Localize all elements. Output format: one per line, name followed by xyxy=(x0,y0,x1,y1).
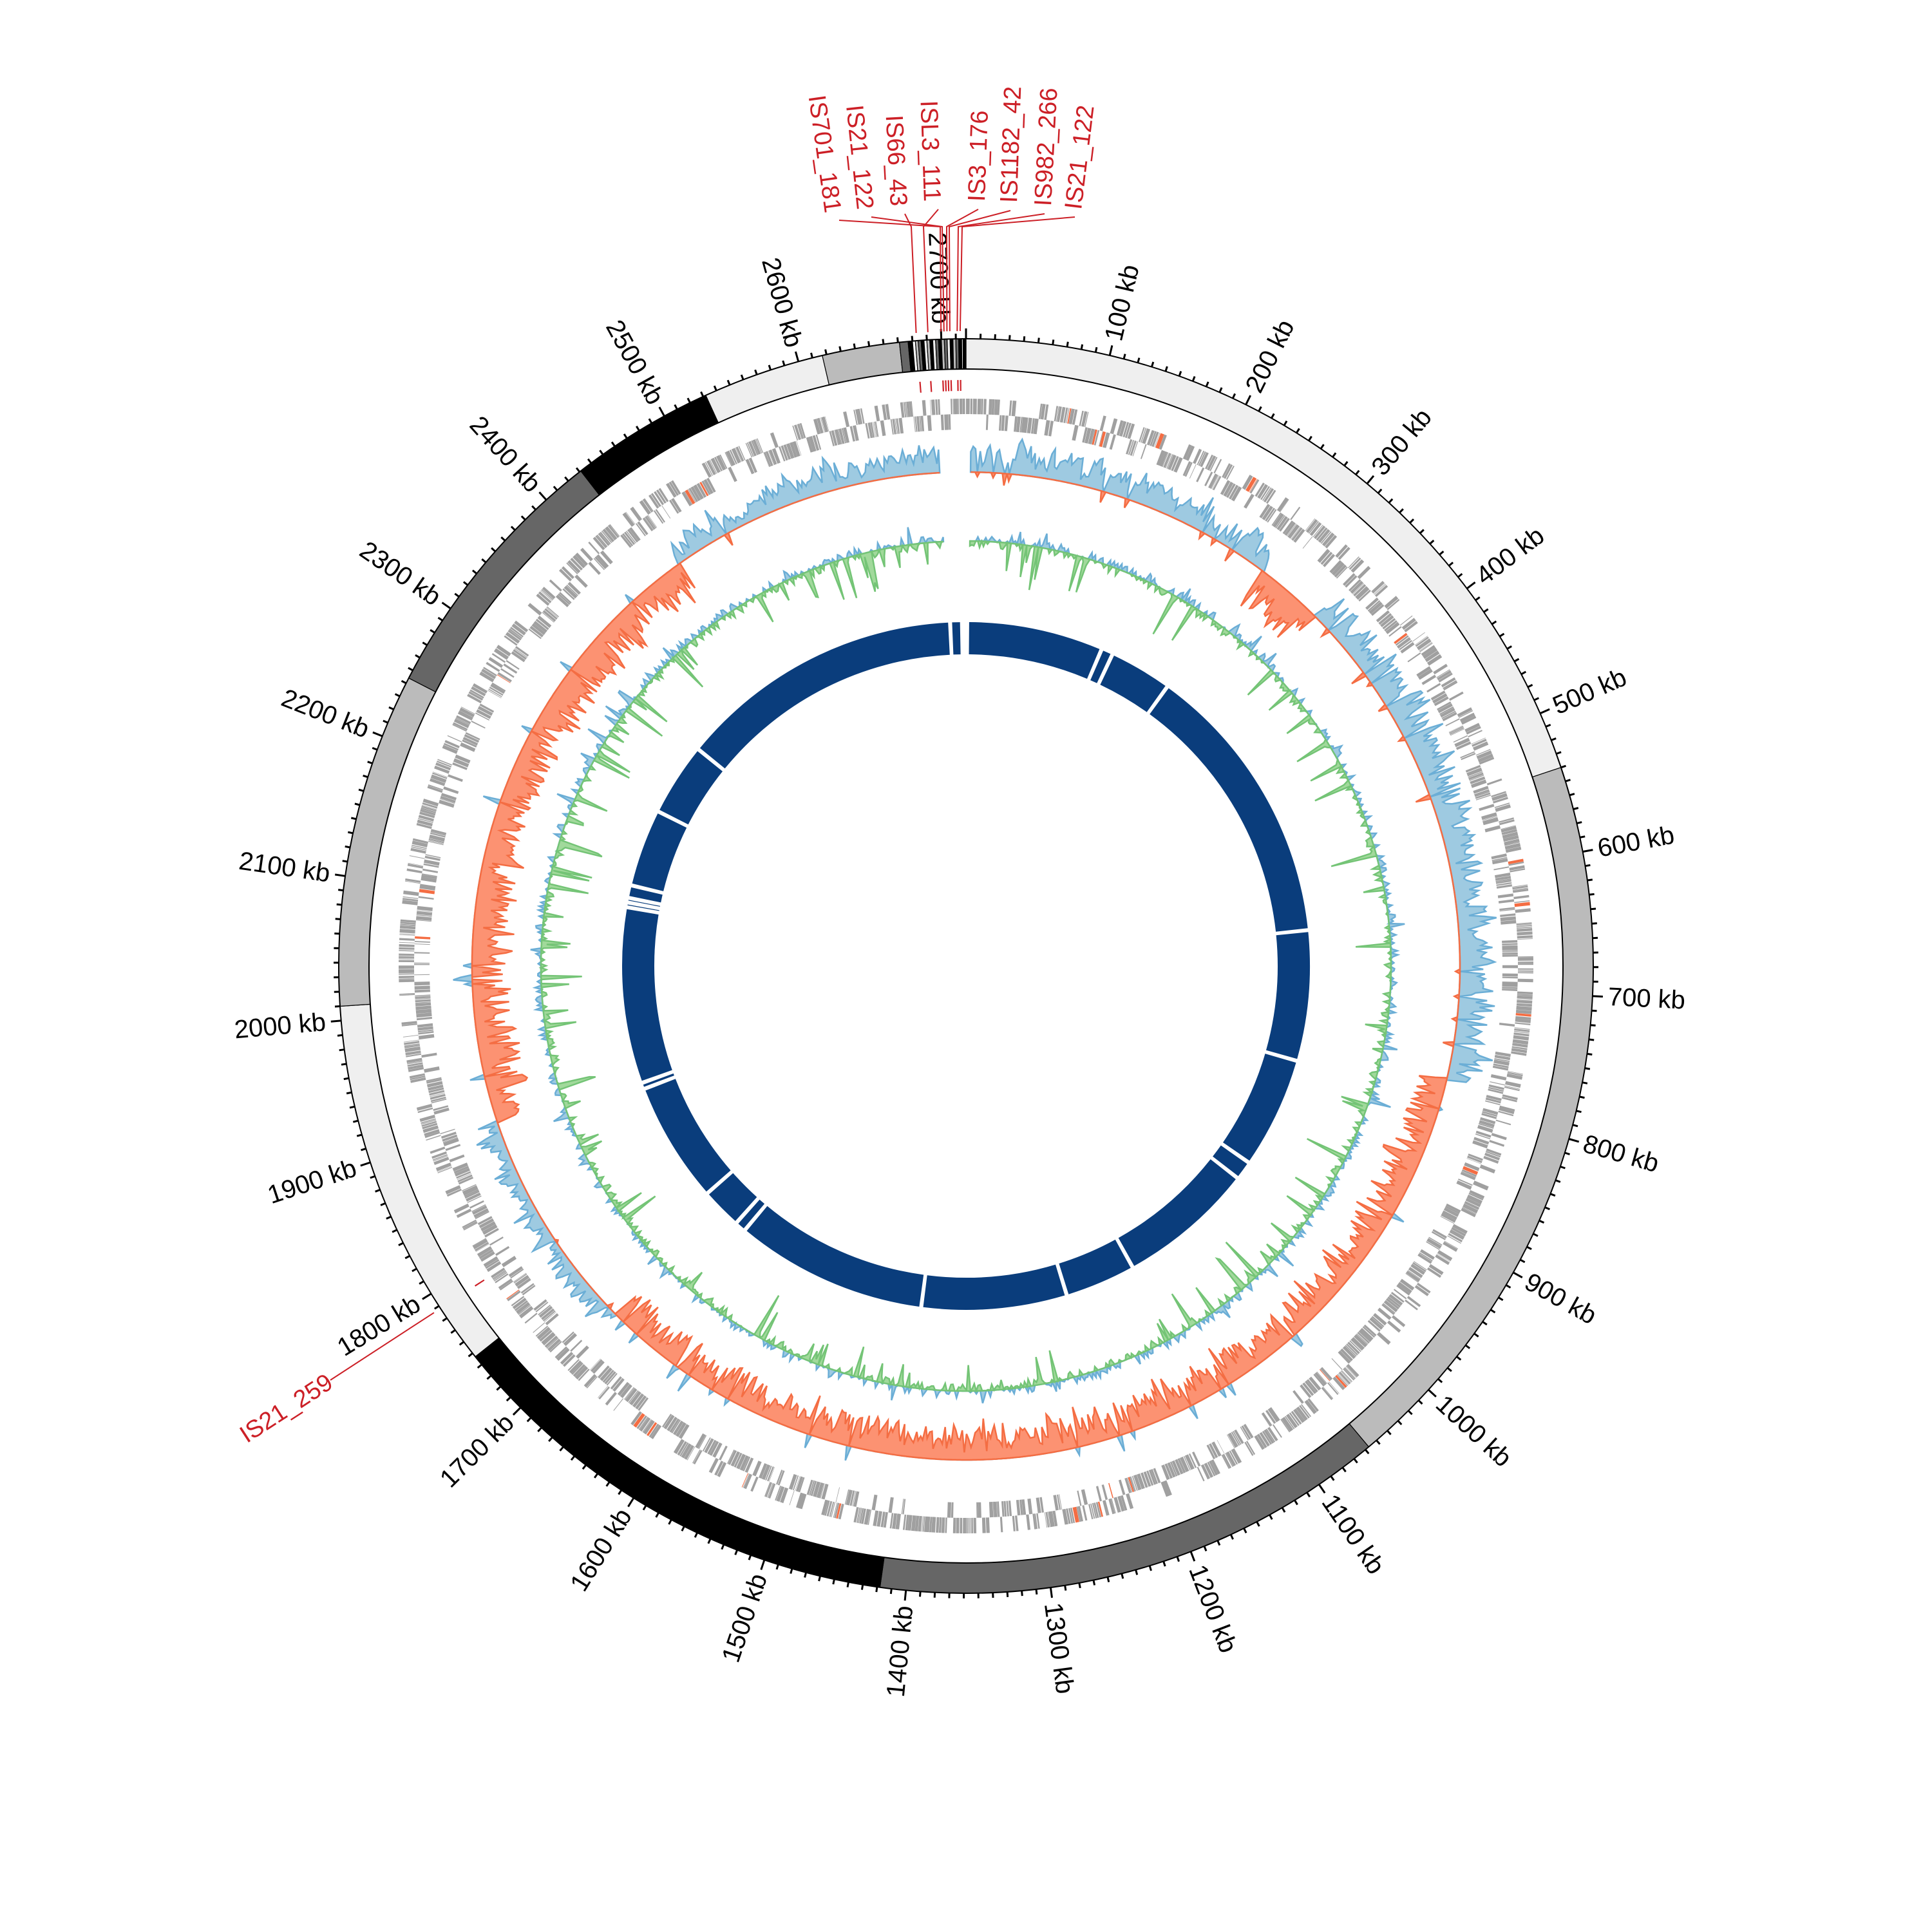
tick-label: 1700 kb xyxy=(435,1408,520,1493)
insertion-sequence-track xyxy=(475,379,961,1287)
inner-block xyxy=(629,887,663,903)
is-element-label: IS21_122 xyxy=(1060,104,1100,211)
inner-block xyxy=(1090,650,1111,683)
contig-segment xyxy=(580,395,719,496)
inner-block xyxy=(632,813,687,891)
is-label-connector xyxy=(871,216,945,332)
tick-label: 1600 kb xyxy=(565,1504,638,1596)
is-element-label: IS21_122 xyxy=(840,104,878,211)
is-element-mark xyxy=(957,380,959,392)
inner-block xyxy=(746,1206,924,1307)
inner-block xyxy=(1118,1159,1236,1266)
tick-label: 2100 kb xyxy=(237,847,332,888)
inner-block xyxy=(708,1173,757,1221)
inner-block xyxy=(1150,688,1308,932)
contig-ring-inner-edge xyxy=(368,368,1564,1564)
tick-label: 900 kb xyxy=(1520,1267,1601,1330)
inner-block xyxy=(645,1079,731,1192)
inner-block xyxy=(621,909,672,1081)
inner-block xyxy=(628,900,660,907)
inner-block xyxy=(1213,1145,1247,1177)
is-element-label: IS701_181 xyxy=(803,93,846,214)
inner-block xyxy=(659,751,723,825)
tick-label: 1200 kb xyxy=(1183,1561,1242,1657)
tick-label: 1800 kb xyxy=(332,1290,425,1362)
inner-block xyxy=(1100,656,1166,712)
highlighted-genes xyxy=(415,408,1531,1523)
is-label-connector xyxy=(956,213,1045,332)
inner-block xyxy=(627,904,659,911)
tick-label: 700 kb xyxy=(1607,983,1686,1015)
inner-block xyxy=(1266,932,1311,1059)
tick-label: 2000 kb xyxy=(233,1008,327,1044)
is-label-connector xyxy=(945,209,979,332)
gene-track xyxy=(398,398,1534,1534)
tick-label: 400 kb xyxy=(1471,522,1549,591)
inner-block xyxy=(1223,1054,1296,1161)
tick-label: 2200 kb xyxy=(278,684,374,744)
is-element-mark xyxy=(945,380,947,392)
contig-ring xyxy=(338,338,1594,1594)
inner-blocks-ring xyxy=(621,622,1311,1310)
forward-strand-genes xyxy=(398,398,1534,1534)
reverse-strand-genes xyxy=(413,414,1519,1518)
contig-segment xyxy=(339,1003,500,1358)
inner-block xyxy=(923,1264,1065,1310)
tick-label: 2300 kb xyxy=(354,536,446,611)
is-label-connector xyxy=(959,216,1075,332)
is-label-connector xyxy=(330,1312,435,1381)
position-ticks xyxy=(330,328,1603,1601)
is-element-mark xyxy=(919,381,922,393)
tick-label: 100 kb xyxy=(1099,262,1144,344)
is-element-label: ISL3_111 xyxy=(915,100,945,202)
tick-label: 500 kb xyxy=(1549,663,1631,721)
tick-label: 200 kb xyxy=(1240,316,1300,397)
tick-label: 1100 kb xyxy=(1316,1490,1390,1580)
inner-block xyxy=(952,622,961,655)
is-element-label: IS982_266 xyxy=(1030,87,1063,207)
is-element-mark xyxy=(960,379,961,391)
tick-label: 1300 kb xyxy=(1039,1601,1079,1696)
is-element-label: IS3_176 xyxy=(963,110,994,202)
tick-marks xyxy=(330,328,1603,1601)
tick-label: 300 kb xyxy=(1366,403,1437,481)
tick-label: 2600 kb xyxy=(756,254,808,350)
inner-block xyxy=(738,1199,765,1229)
is-element-mark xyxy=(942,380,944,392)
gc-content-below-average xyxy=(471,471,1461,1461)
gc-content-track xyxy=(453,437,1497,1461)
is-element-mark xyxy=(950,380,952,392)
is-element-mark xyxy=(947,380,950,392)
tick-label: 2500 kb xyxy=(600,316,669,410)
tick-label: 800 kb xyxy=(1580,1130,1662,1178)
is-element-label: IS1182_42 xyxy=(996,86,1027,203)
gc-skew-negative xyxy=(538,538,1393,1394)
is-element-mark xyxy=(930,381,933,392)
contig-segment xyxy=(962,338,967,370)
is-label-connector xyxy=(922,209,939,332)
tick-label: 1400 kb xyxy=(882,1604,918,1698)
inner-block xyxy=(643,1073,674,1087)
inner-block xyxy=(1059,1239,1131,1294)
tick-label: 1500 kb xyxy=(717,1570,773,1666)
gc-skew-track xyxy=(530,527,1405,1404)
is-label-connector xyxy=(948,210,1011,332)
tick-label: 1900 kb xyxy=(264,1154,360,1209)
tick-label: 1000 kb xyxy=(1430,1390,1517,1473)
is-label-connector xyxy=(904,213,917,334)
tick-label: 2400 kb xyxy=(464,411,547,498)
contig-segment xyxy=(475,1337,885,1588)
gc-skew-positive xyxy=(530,527,1405,1404)
is-element-label: IS66_43 xyxy=(880,115,912,207)
inner-block xyxy=(699,622,950,769)
tick-label: 600 kb xyxy=(1595,821,1676,863)
is-element-mark xyxy=(475,1279,485,1287)
inner-block xyxy=(969,622,1100,679)
is-element-label: IS21_259 xyxy=(235,1368,337,1448)
